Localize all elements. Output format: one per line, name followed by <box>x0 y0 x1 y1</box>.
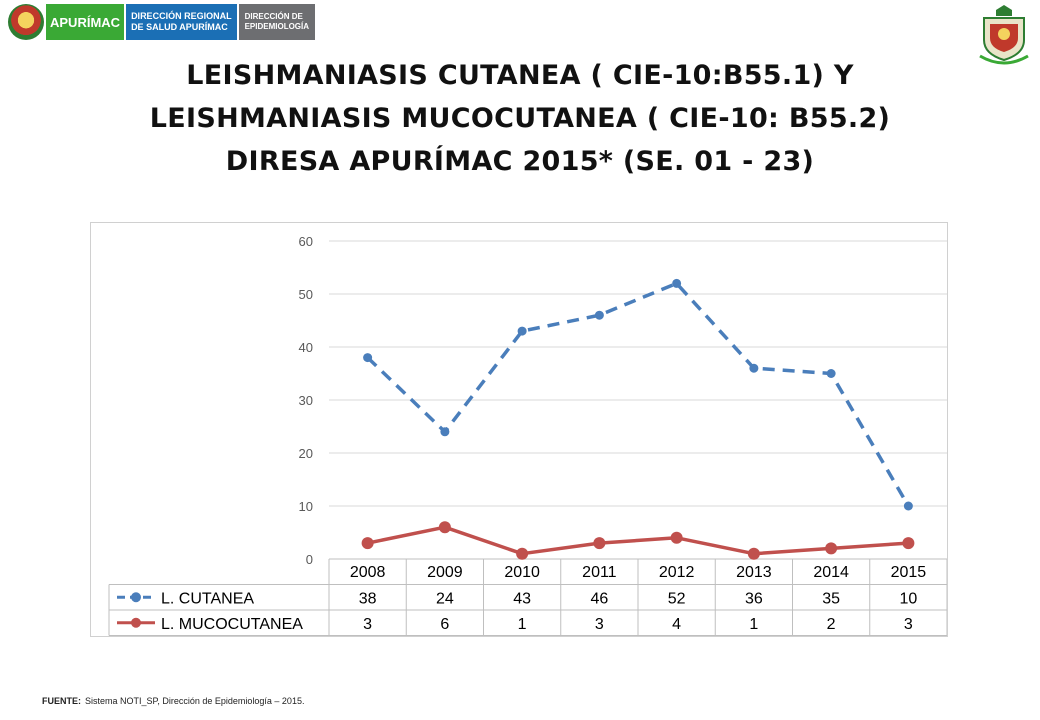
data-table-value: 6 <box>440 616 449 633</box>
diresa-logo: DIRECCIÓN REGIONAL DE SALUD APURÍMAC <box>126 4 237 40</box>
y-tick-label: 30 <box>299 393 313 408</box>
apurimac-logo-text: APURÍMAC <box>50 14 121 30</box>
legend-key-marker <box>131 592 141 603</box>
y-tick-label: 60 <box>299 234 313 249</box>
data-table-value: 46 <box>590 590 608 607</box>
data-table-value: 38 <box>359 590 377 607</box>
epi-logo-line1: DIRECCIÓN DE <box>244 12 303 21</box>
data-point <box>670 531 683 544</box>
data-point <box>361 537 374 550</box>
x-tick-label: 2013 <box>736 564 772 581</box>
y-tick-label: 20 <box>299 446 313 461</box>
data-table-value: 10 <box>899 590 917 607</box>
data-table-value: 2 <box>827 616 836 633</box>
regional-seal-logo <box>8 4 44 40</box>
series-line <box>366 281 910 507</box>
data-table-value: 3 <box>904 616 913 633</box>
data-table-value: 1 <box>749 616 758 633</box>
line-chart: 0 10 20 30 40 50 60 2008 2009 2010 2011 2012 2013 201… <box>108 234 947 636</box>
page-title: LEISHMANIASIS CUTANEA ( CIE-10:B55.1) Y … <box>0 54 1040 183</box>
data-table-value: 24 <box>436 590 454 607</box>
epidemiologia-logo: DIRECCIÓN DE EPIDEMIOLOGÍA <box>238 4 316 40</box>
data-point <box>516 547 529 560</box>
x-tick-label: 2015 <box>891 564 927 581</box>
data-point <box>749 363 759 373</box>
data-point <box>902 537 915 550</box>
series-line <box>367 525 909 556</box>
apurimac-logo: APURÍMAC <box>46 4 125 40</box>
legend-key-marker <box>131 617 141 628</box>
y-tick-label: 0 <box>306 552 313 567</box>
title-line-3: DIRESA APURÍMAC 2015* (SE. 01 - 23) <box>225 146 815 177</box>
x-tick-label: 2008 <box>350 564 386 581</box>
data-point <box>363 353 373 363</box>
chart-container: 0 10 20 30 40 50 60 2008 2009 2010 2011 2012 2013 201… <box>90 222 948 637</box>
data-point <box>438 521 451 534</box>
data-point <box>517 326 527 336</box>
data-point <box>672 278 682 288</box>
diresa-logo-line1: DIRECCIÓN REGIONAL <box>131 11 232 21</box>
x-tick-label: 2010 <box>504 564 540 581</box>
data-table-value: 4 <box>672 616 681 633</box>
legend-label: L. MUCOCUTANEA <box>161 616 303 633</box>
coat-of-arms-logo <box>979 5 1029 65</box>
y-tick-label: 50 <box>299 287 313 302</box>
x-tick-label: 2012 <box>659 564 695 581</box>
data-point <box>594 310 604 320</box>
header-logos: APURÍMAC DIRECCIÓN REGIONAL DE SALUD APU… <box>8 4 316 40</box>
epi-logo-line2: EPIDEMIOLOGÍA <box>244 22 310 31</box>
data-point <box>903 501 913 511</box>
y-tick-label: 10 <box>299 499 313 514</box>
data-point <box>440 427 450 437</box>
data-table-value: 35 <box>822 590 840 607</box>
x-tick-label: 2011 <box>582 564 617 581</box>
data-point <box>593 537 606 550</box>
y-tick-label: 40 <box>299 340 313 355</box>
footer-text: Sistema NOTI_SP, Dirección de Epidemiolo… <box>85 696 305 706</box>
title-line-1: LEISHMANIASIS CUTANEA ( CIE-10:B55.1) Y <box>186 60 854 91</box>
x-tick-label: 2009 <box>427 564 463 581</box>
data-table-value: 36 <box>745 590 763 607</box>
x-tick-label: 2014 <box>813 564 849 581</box>
data-table-value: 1 <box>518 616 527 633</box>
data-table-value: 52 <box>668 590 686 607</box>
data-table-value: 43 <box>513 590 531 607</box>
source-footer: FUENTE: Sistema NOTI_SP, Dirección de Epi… <box>42 696 304 706</box>
title-line-2: LEISHMANIASIS MUCOCUTANEA ( CIE-10: B55.… <box>149 103 891 134</box>
data-point <box>747 547 760 560</box>
diresa-logo-line2: DE SALUD APURÍMAC <box>131 22 228 32</box>
footer-label: FUENTE: <box>42 696 81 706</box>
data-point <box>825 542 838 555</box>
data-table-value: 3 <box>595 616 604 633</box>
legend-label: L. CUTANEA <box>161 590 254 607</box>
data-point <box>826 369 836 378</box>
data-table-value: 3 <box>363 616 372 633</box>
